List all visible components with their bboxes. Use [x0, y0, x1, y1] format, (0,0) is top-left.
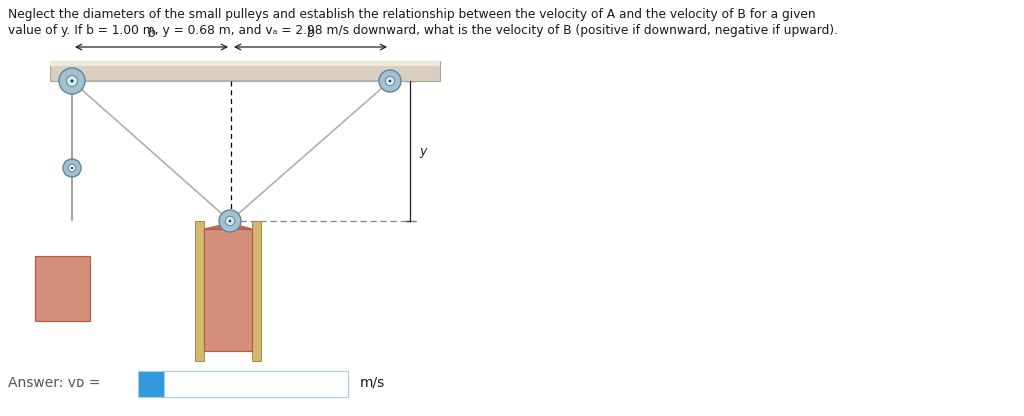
Circle shape — [67, 76, 78, 87]
Circle shape — [225, 216, 234, 225]
Circle shape — [389, 80, 391, 82]
Text: y: y — [419, 144, 426, 158]
Polygon shape — [50, 61, 440, 66]
Bar — [164, 371, 348, 397]
Bar — [138, 371, 164, 397]
Circle shape — [228, 220, 231, 222]
Text: Neglect the diameters of the small pulleys and establish the relationship betwee: Neglect the diameters of the small pulle… — [8, 8, 816, 21]
Text: value of y. If b = 1.00 m, y = 0.68 m, and vₐ = 2.98 m/s downward, what is the v: value of y. If b = 1.00 m, y = 0.68 m, a… — [8, 24, 838, 37]
Circle shape — [59, 68, 85, 94]
Bar — [35, 256, 90, 321]
Text: b: b — [147, 27, 156, 40]
Text: Answer: vᴅ =: Answer: vᴅ = — [8, 376, 100, 390]
Bar — [252, 221, 261, 361]
Bar — [204, 229, 252, 351]
Circle shape — [69, 164, 76, 172]
Text: m/s: m/s — [360, 376, 385, 390]
Circle shape — [71, 79, 74, 82]
Polygon shape — [204, 223, 252, 229]
Bar — [138, 371, 348, 397]
Circle shape — [385, 77, 394, 86]
Circle shape — [63, 159, 81, 177]
Circle shape — [219, 210, 241, 232]
Bar — [195, 221, 204, 361]
Text: i: i — [148, 377, 154, 391]
Polygon shape — [50, 61, 440, 81]
Text: b: b — [306, 27, 314, 40]
Circle shape — [379, 70, 401, 92]
Text: A: A — [223, 282, 233, 297]
Circle shape — [71, 167, 73, 169]
Text: B: B — [57, 281, 68, 296]
